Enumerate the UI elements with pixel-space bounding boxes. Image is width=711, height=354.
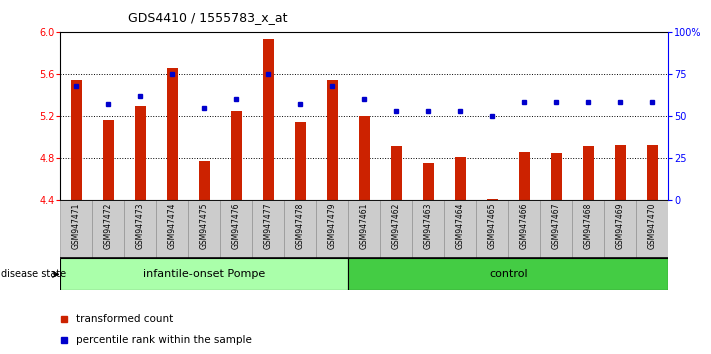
- Bar: [167, 68, 178, 200]
- Text: GSM947461: GSM947461: [360, 202, 369, 249]
- Bar: [647, 145, 658, 200]
- Text: GSM947474: GSM947474: [168, 202, 177, 249]
- Bar: [348, 258, 668, 290]
- Bar: [551, 153, 562, 200]
- Bar: [380, 200, 412, 258]
- Text: GSM947464: GSM947464: [456, 202, 465, 249]
- Bar: [412, 200, 444, 258]
- Bar: [199, 161, 210, 200]
- Bar: [476, 200, 508, 258]
- Bar: [103, 120, 114, 200]
- Bar: [188, 200, 220, 258]
- Text: transformed count: transformed count: [76, 314, 173, 324]
- Bar: [156, 200, 188, 258]
- Bar: [71, 80, 82, 200]
- Text: GSM947470: GSM947470: [648, 202, 657, 249]
- Bar: [252, 200, 284, 258]
- Text: GSM947472: GSM947472: [104, 202, 113, 249]
- Bar: [540, 200, 572, 258]
- Text: GSM947471: GSM947471: [72, 202, 81, 249]
- Bar: [508, 200, 540, 258]
- Bar: [391, 147, 402, 200]
- Bar: [220, 200, 252, 258]
- Bar: [327, 80, 338, 200]
- Bar: [92, 200, 124, 258]
- Bar: [444, 200, 476, 258]
- Text: GSM947468: GSM947468: [584, 202, 593, 249]
- Bar: [231, 111, 242, 200]
- Bar: [124, 200, 156, 258]
- Bar: [348, 200, 380, 258]
- Bar: [583, 147, 594, 200]
- Text: GSM947477: GSM947477: [264, 202, 273, 249]
- Bar: [615, 145, 626, 200]
- Bar: [604, 200, 636, 258]
- Bar: [263, 39, 274, 200]
- Bar: [316, 200, 348, 258]
- Text: infantile-onset Pompe: infantile-onset Pompe: [144, 269, 265, 279]
- Bar: [60, 200, 92, 258]
- Bar: [295, 122, 306, 200]
- Text: GSM947466: GSM947466: [520, 202, 529, 249]
- Bar: [519, 152, 530, 200]
- Bar: [60, 258, 348, 290]
- Text: GSM947467: GSM947467: [552, 202, 561, 249]
- Bar: [572, 200, 604, 258]
- Text: disease state: disease state: [1, 269, 66, 279]
- Bar: [359, 116, 370, 200]
- Text: GSM947479: GSM947479: [328, 202, 337, 249]
- Text: GSM947473: GSM947473: [136, 202, 145, 249]
- Text: GSM947475: GSM947475: [200, 202, 209, 249]
- Bar: [487, 199, 498, 200]
- Bar: [135, 107, 146, 200]
- Bar: [284, 200, 316, 258]
- Text: percentile rank within the sample: percentile rank within the sample: [76, 335, 252, 345]
- Text: GSM947465: GSM947465: [488, 202, 497, 249]
- Text: GSM947476: GSM947476: [232, 202, 241, 249]
- Text: control: control: [489, 269, 528, 279]
- Text: GSM947478: GSM947478: [296, 202, 305, 249]
- Bar: [636, 200, 668, 258]
- Text: GDS4410 / 1555783_x_at: GDS4410 / 1555783_x_at: [128, 11, 287, 24]
- Text: GSM947462: GSM947462: [392, 202, 401, 249]
- Text: GSM947469: GSM947469: [616, 202, 625, 249]
- Text: GSM947463: GSM947463: [424, 202, 433, 249]
- Bar: [423, 163, 434, 200]
- Bar: [455, 157, 466, 200]
